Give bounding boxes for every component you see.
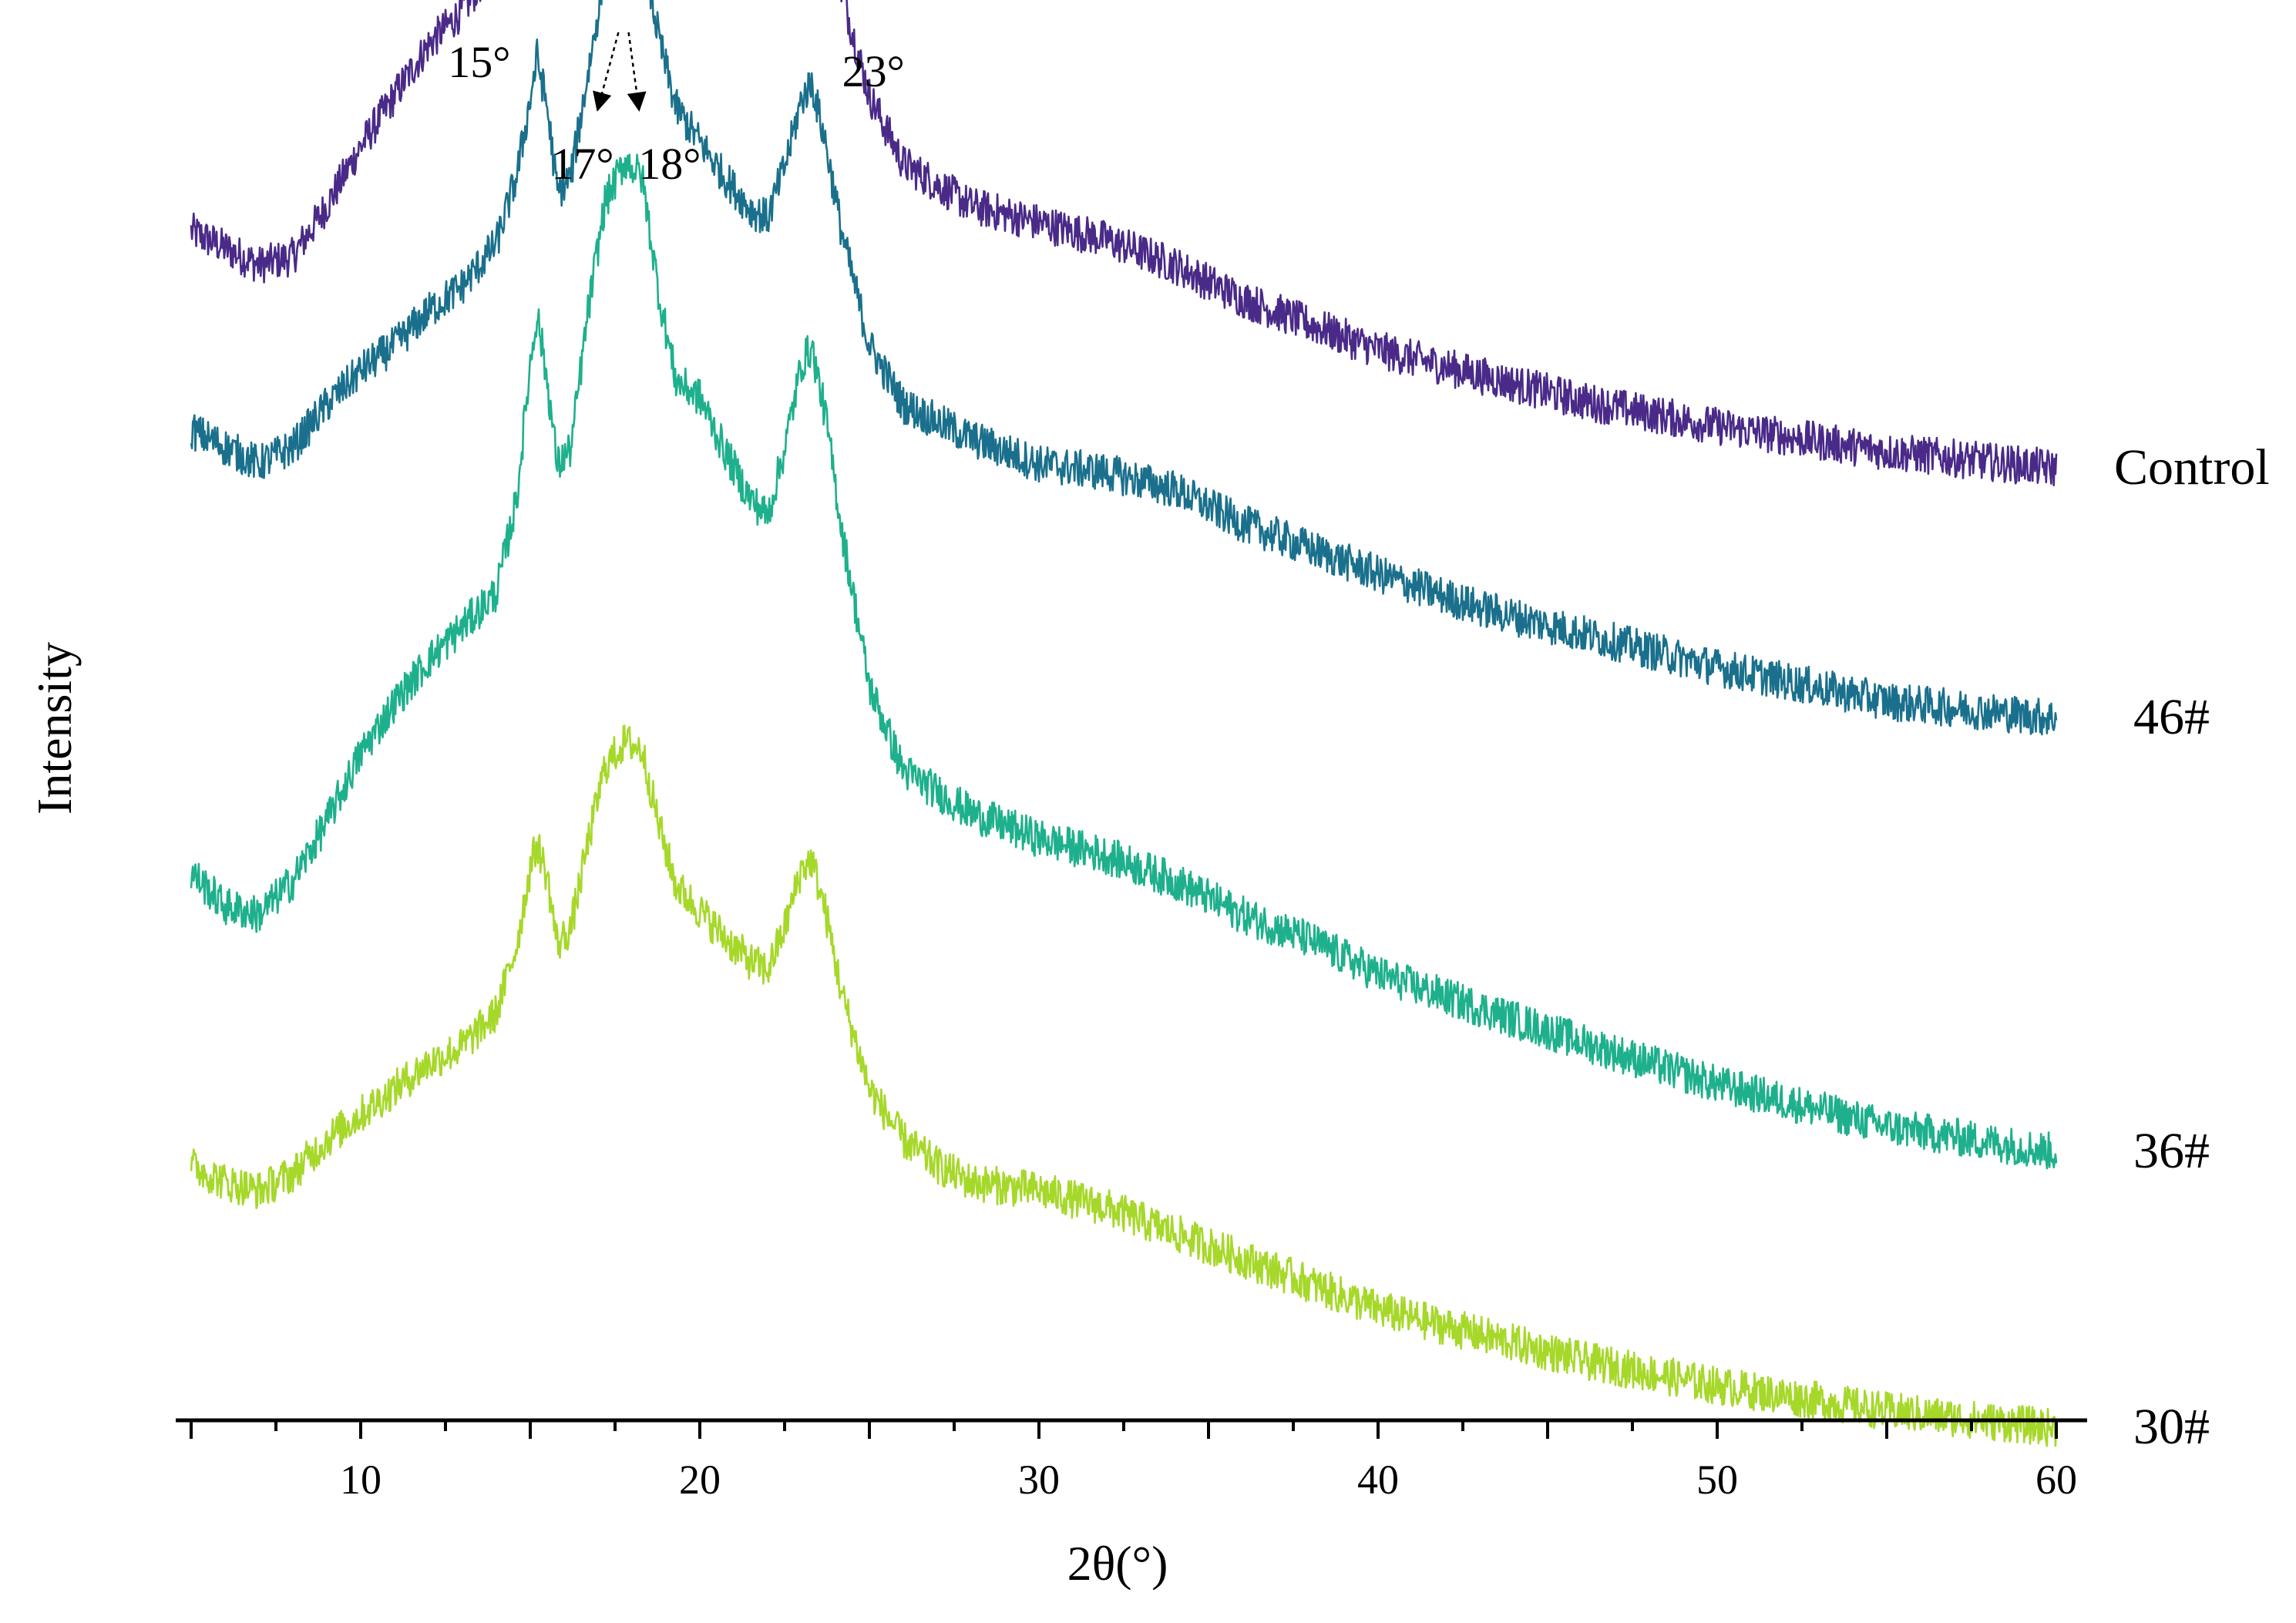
series-line-36 — [190, 153, 2058, 1170]
series-label: 46# — [2133, 689, 2210, 745]
series-label: 36# — [2133, 1123, 2210, 1179]
x-tick-label: 10 — [340, 1457, 382, 1503]
x-tick-label: 40 — [1357, 1457, 1399, 1503]
series-line-46 — [190, 0, 2058, 736]
traces-group — [190, 0, 2058, 1447]
x-axis-label: 2θ(°) — [1067, 1536, 1168, 1591]
y-axis-label: Intensity — [27, 642, 82, 815]
series-label: 30# — [2133, 1399, 2210, 1455]
x-axis: 10 20 30 40 50 60 — [176, 1418, 2087, 1503]
x-ticks-group: 10 20 30 40 50 60 — [190, 1420, 2077, 1503]
peak-annotation: 15° — [448, 37, 510, 87]
annotation-arrow — [627, 32, 647, 112]
peak-annotation: 17° — [551, 139, 613, 189]
x-tick-label: 50 — [1696, 1457, 1738, 1503]
annotations-group: 15° 17° 18° 23° — [448, 32, 905, 189]
peak-annotation: 18° — [638, 139, 701, 189]
series-line-30 — [190, 724, 2058, 1447]
annotation-arrow — [593, 32, 620, 112]
series-labels-group: Control 46# 36# 30# — [2114, 439, 2270, 1455]
x-tick-label: 20 — [679, 1457, 721, 1503]
series-label: Control — [2114, 439, 2270, 496]
x-tick-label: 30 — [1018, 1457, 1060, 1503]
peak-annotation: 23° — [842, 46, 905, 96]
x-tick-label: 60 — [2035, 1457, 2077, 1503]
series-line-control — [190, 0, 2058, 486]
